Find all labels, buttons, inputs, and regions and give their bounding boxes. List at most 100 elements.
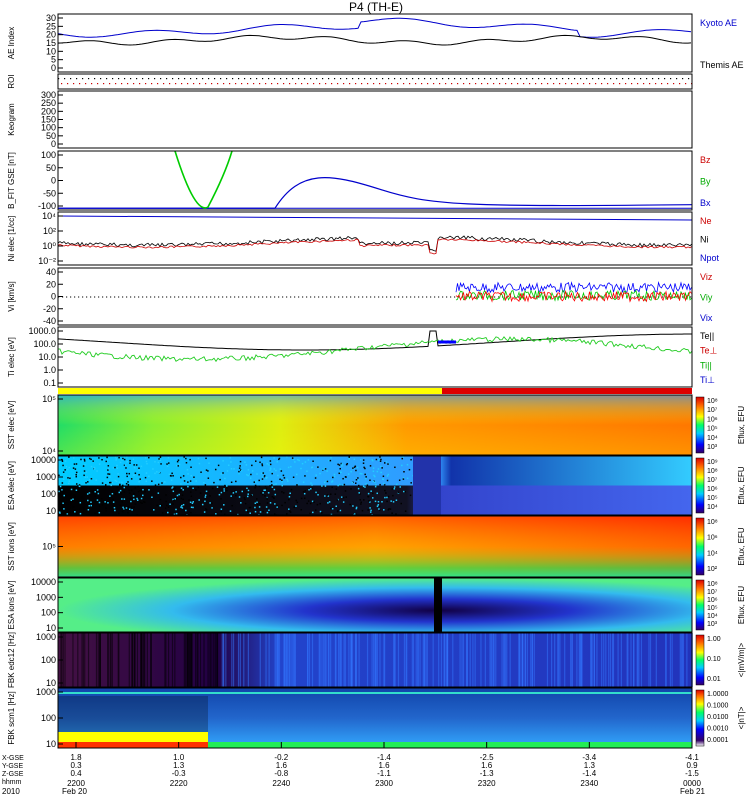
fbk-e-stripe <box>630 633 632 687</box>
x-coord-label: 1.6 <box>481 761 493 770</box>
esa-e-pixel <box>402 477 405 479</box>
zero-dot <box>86 296 88 298</box>
esa-e-pixel <box>133 498 135 501</box>
esa-e-pixel <box>281 491 283 493</box>
esa-e-pixel <box>374 485 377 488</box>
roi-dot <box>442 78 444 80</box>
esa-e-pixel <box>167 511 169 514</box>
fbk-e-stripe <box>489 633 491 687</box>
esa-e-pixel <box>106 476 109 479</box>
roi-dot <box>319 83 321 85</box>
fbk-e-stripe <box>187 633 190 687</box>
esa_i-colorbar <box>695 579 705 631</box>
esa-e-pixel <box>323 467 326 470</box>
fbk-e-stripe <box>557 633 559 687</box>
roi-dot <box>568 78 570 80</box>
esa-e-pixel <box>88 504 90 507</box>
esa-e-pixel <box>289 510 291 512</box>
esa-e-pixel <box>322 468 324 471</box>
esa-e-pixel <box>269 467 272 469</box>
esa-e-pixel <box>204 496 207 498</box>
esa-e-pixel <box>90 458 92 461</box>
fbk-e-stripe <box>339 633 342 687</box>
zero-dot <box>326 296 328 298</box>
esa-e-pixel <box>348 458 351 460</box>
roi-dot <box>622 78 624 80</box>
ti-ylabel: Ti elec [eV] <box>7 337 16 377</box>
esa-e-pixel <box>182 489 184 491</box>
esa-e-pixel <box>349 503 351 506</box>
ae-ytick-label: 5 <box>51 55 56 65</box>
esa_e-ytick-label: 10000 <box>31 455 56 465</box>
roi-dot <box>220 78 222 80</box>
esa-e-pixel <box>255 460 257 462</box>
esa-e-pixel <box>266 498 269 500</box>
roi-dot <box>445 83 447 85</box>
esa-e-pixel <box>319 502 321 505</box>
roi-dot <box>466 78 468 80</box>
zero-dot <box>426 296 428 298</box>
roi-ylabel: ROI <box>7 74 16 88</box>
keogram-ytick-label: 300 <box>41 90 56 100</box>
esa-e-pixel <box>134 487 137 489</box>
te-par-line <box>57 330 692 351</box>
x-time-label: 2340 <box>580 779 598 788</box>
esa-e-pixel <box>98 463 101 465</box>
esa-e-pixel <box>273 497 275 500</box>
esa-e-pixel <box>152 468 154 470</box>
esa-e-pixel <box>129 462 131 464</box>
roi-dot <box>685 83 687 85</box>
esa-e-pixel <box>58 474 60 477</box>
esa_i-ytick-label: 10000 <box>31 577 56 587</box>
esa-e-pixel <box>143 491 146 493</box>
esa-e-pixel <box>293 506 296 508</box>
fbk-e-stripe <box>578 633 580 687</box>
zero-dot <box>226 296 228 298</box>
esa-e-pixel <box>372 480 374 483</box>
fbk-e-stripe <box>189 633 192 687</box>
esa-e-pixel <box>264 485 267 488</box>
roi-dot <box>64 78 66 80</box>
esa-e-pixel <box>359 472 362 475</box>
esa-e-pixel <box>235 491 237 493</box>
esa-e-pixel <box>203 481 205 484</box>
esa-e-pixel <box>160 463 162 465</box>
esa-e-pixel <box>205 457 207 460</box>
roi-dot <box>79 83 81 85</box>
esa-e-pixel <box>199 492 202 494</box>
esa-e-pixel <box>330 457 332 459</box>
esa-e-pixel <box>273 513 276 515</box>
esa-e-pixel <box>193 476 195 478</box>
esa-e-pixel <box>69 477 71 479</box>
esa_i-colorbar-tick: 10⁵ <box>707 605 718 612</box>
roi-dot <box>67 83 69 85</box>
esa-e-pixel <box>308 488 310 491</box>
esa-e-pixel <box>369 511 372 513</box>
esa-e-pixel <box>336 510 339 512</box>
esa-e-pixel <box>130 499 132 502</box>
esa-e-pixel <box>346 462 349 465</box>
roi-dot <box>541 83 543 85</box>
esa-e-pixel <box>168 462 170 464</box>
esa-e-pixel <box>324 495 326 497</box>
esa-e-pixel <box>72 457 75 459</box>
zero-dot <box>374 296 376 298</box>
roi-dot <box>676 78 678 80</box>
esa-e-pixel <box>379 456 381 458</box>
esa-e-pixel <box>290 488 293 491</box>
roi-dot <box>529 83 531 85</box>
esa-e-pixel <box>339 483 341 486</box>
roi-dot <box>532 78 534 80</box>
keogram-ytick-label: 100 <box>41 123 56 133</box>
esa-e-pixel <box>62 478 65 480</box>
fbk-e-stripe <box>627 633 629 687</box>
fbk-e-stripe <box>490 633 492 687</box>
esa-e-pixel <box>70 488 73 491</box>
x-coord-label: -1.4 <box>582 769 596 778</box>
esa-e-pixel <box>145 472 148 474</box>
zero-dot <box>202 296 204 298</box>
zero-dot <box>286 296 288 298</box>
esa-e-pixel <box>303 497 306 499</box>
